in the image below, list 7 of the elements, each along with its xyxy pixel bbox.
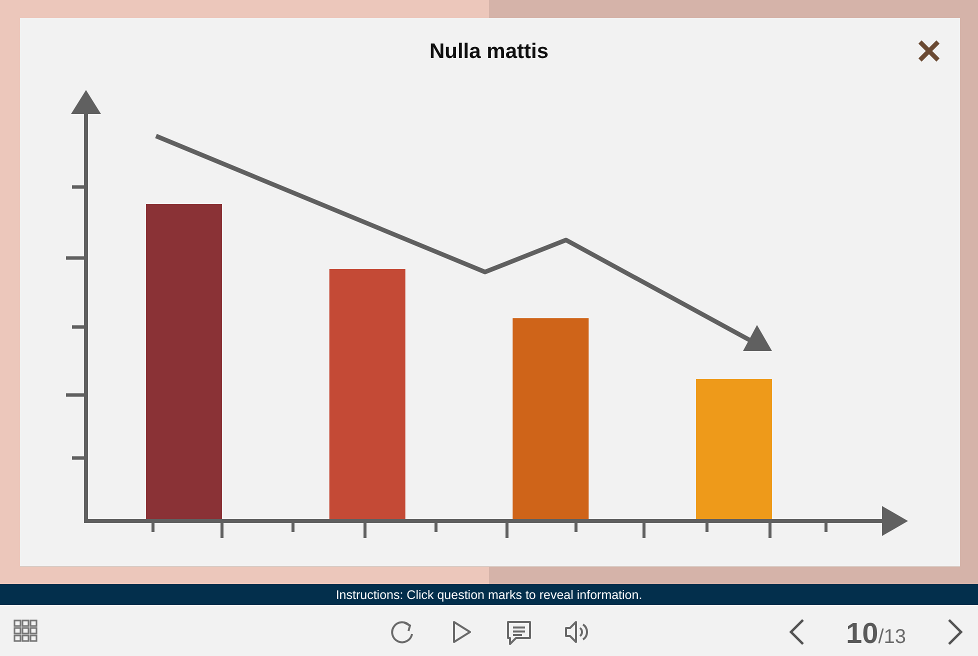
text: 10/13	[846, 618, 906, 650]
bar	[146, 204, 222, 521]
text: Instructions: Click question marks to reveal information.	[336, 588, 642, 602]
chart-title: Nulla mattis	[429, 40, 549, 63]
bar	[512, 318, 589, 521]
bar	[329, 268, 406, 521]
bar	[696, 378, 772, 521]
